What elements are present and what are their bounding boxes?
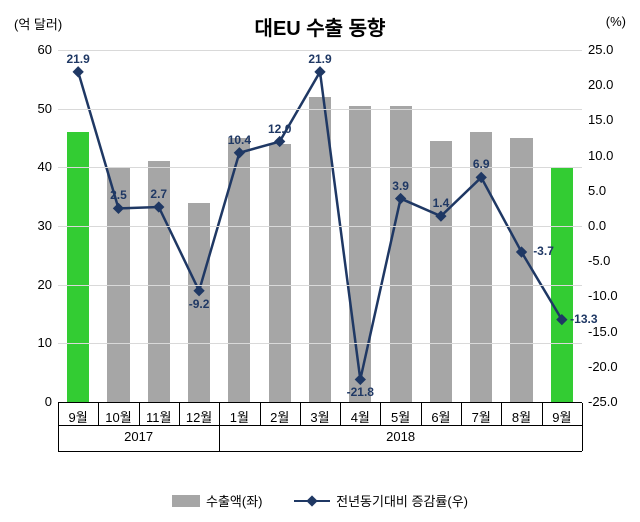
y-axis-right-label: (%)	[606, 14, 626, 29]
ytick-left: 50	[14, 101, 58, 116]
x-tick	[461, 403, 462, 425]
x-tick	[58, 403, 59, 451]
x-group-label: 2017	[124, 429, 153, 444]
ytick-right: -15.0	[582, 324, 632, 339]
line-marker	[153, 201, 164, 212]
x-tick	[219, 403, 220, 451]
x-axis-bottom-border	[58, 451, 582, 452]
line-value-label: 2.7	[150, 187, 167, 201]
x-category-label: 8월	[512, 407, 531, 426]
gridline	[58, 226, 582, 227]
x-category-label: 9월	[69, 407, 88, 426]
x-tick	[260, 403, 261, 425]
x-category-label: 11월	[146, 407, 171, 426]
ytick-right: -5.0	[582, 253, 632, 268]
x-axis: 9월 10월 11월 12월 1월 2월 3월 4월 5월 6월 7월 8월 9월 2017 2018	[58, 402, 582, 462]
y-axis-left-label: (억 달러)	[14, 14, 62, 33]
x-category-label: 4월	[351, 407, 370, 426]
gridline	[58, 167, 582, 168]
ytick-left: 40	[14, 159, 58, 174]
line-marker	[355, 374, 366, 385]
x-tick	[421, 403, 422, 425]
x-tick	[179, 403, 180, 425]
ytick-right: -25.0	[582, 394, 632, 409]
line-value-label: 6.9	[473, 157, 490, 171]
ytick-right: 15.0	[582, 112, 632, 127]
line-marker	[193, 285, 204, 296]
line-value-label: -13.3	[570, 312, 597, 326]
x-tick	[300, 403, 301, 425]
x-tick	[542, 403, 543, 425]
line-marker	[234, 147, 245, 158]
line-value-label: 1.4	[433, 196, 450, 210]
chart-container: 대EU 수출 동향 (억 달러) (%) 0102030405060-25.0-…	[0, 0, 640, 522]
ytick-left: 30	[14, 218, 58, 233]
line-value-label: -9.2	[189, 297, 210, 311]
ytick-right: 0.0	[582, 218, 632, 233]
x-category-label: 9월	[552, 407, 571, 426]
x-category-label: 1월	[230, 407, 249, 426]
line-value-label: 21.9	[66, 52, 89, 66]
legend-swatch-line	[294, 495, 330, 507]
line-value-label: -21.8	[347, 385, 374, 399]
line-marker	[113, 203, 124, 214]
x-axis-mid-border	[58, 425, 582, 426]
line-value-label: 21.9	[308, 52, 331, 66]
line-marker	[314, 66, 325, 77]
ytick-right: 10.0	[582, 148, 632, 163]
legend: 수출액(좌) 전년동기대비 증감률(우)	[0, 491, 640, 510]
legend-item-line: 전년동기대비 증감률(우)	[294, 491, 468, 510]
line-marker	[556, 314, 567, 325]
ytick-left: 20	[14, 277, 58, 292]
line-marker	[274, 136, 285, 147]
legend-item-bar: 수출액(좌)	[172, 491, 263, 510]
x-category-label: 12월	[186, 407, 212, 426]
x-tick	[582, 403, 583, 451]
ytick-left: 60	[14, 42, 58, 57]
ytick-left: 10	[14, 335, 58, 350]
x-category-label: 3월	[310, 407, 329, 426]
gridline	[58, 109, 582, 110]
line-value-label: 12.0	[268, 122, 291, 136]
x-category-label: 7월	[472, 407, 491, 426]
legend-swatch-bar	[172, 495, 200, 507]
x-tick	[340, 403, 341, 425]
line-value-label: -3.7	[533, 244, 554, 258]
legend-label-line: 전년동기대비 증감률(우)	[336, 491, 468, 510]
ytick-right: 20.0	[582, 77, 632, 92]
ytick-left: 0	[14, 394, 58, 409]
x-category-label: 6월	[431, 407, 450, 426]
x-tick	[139, 403, 140, 425]
gridline	[58, 343, 582, 344]
plot-area: 0102030405060-25.0-20.0-15.0-10.0-5.00.0…	[58, 50, 582, 402]
chart-title: 대EU 수출 동향	[0, 12, 640, 41]
line-marker	[516, 246, 527, 257]
x-tick	[98, 403, 99, 425]
x-group-label: 2018	[386, 429, 415, 444]
x-category-label: 10월	[105, 407, 131, 426]
line-value-label: 2.5	[110, 188, 127, 202]
x-category-label: 5월	[391, 407, 410, 426]
legend-label-bar: 수출액(좌)	[206, 491, 263, 510]
line-marker	[395, 193, 406, 204]
x-tick	[501, 403, 502, 425]
x-category-label: 2월	[270, 407, 289, 426]
x-tick	[380, 403, 381, 425]
line-value-label: 3.9	[392, 179, 409, 193]
ytick-right: 5.0	[582, 183, 632, 198]
ytick-right: -10.0	[582, 288, 632, 303]
line-value-label: 10.4	[228, 133, 251, 147]
line-marker	[72, 66, 83, 77]
ytick-right: 25.0	[582, 42, 632, 57]
gridline	[58, 285, 582, 286]
ytick-right: -20.0	[582, 359, 632, 374]
